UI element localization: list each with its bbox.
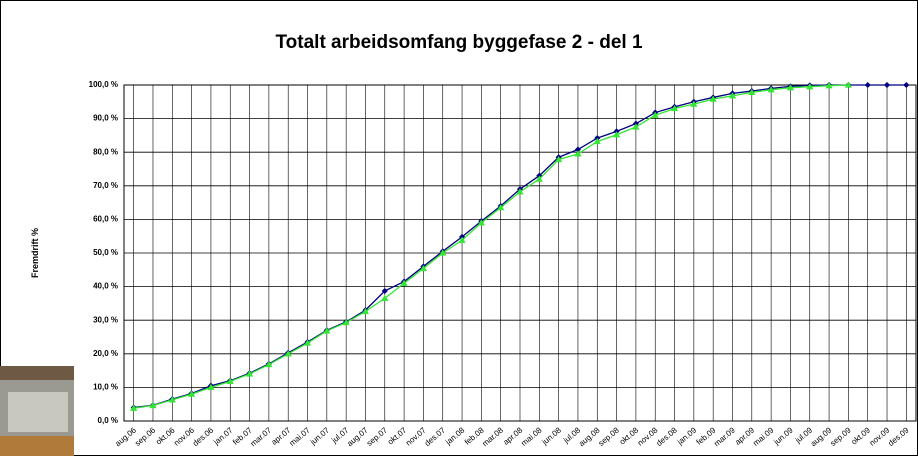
y-tick-label: 100,0 % xyxy=(89,80,118,89)
y-tick-label: 10,0 % xyxy=(93,383,118,392)
y-tick-label: 80,0 % xyxy=(93,147,118,156)
y-tick-label: 90,0 % xyxy=(93,114,118,123)
y-tick-label: 60,0 % xyxy=(93,215,118,224)
y-tick-label: 50,0 % xyxy=(93,248,118,257)
chart-title: Totalt arbeidsomfang byggefase 2 - del 1 xyxy=(275,32,642,53)
y-axis-label: Fremdrift % xyxy=(30,228,40,278)
y-tick-label: 20,0 % xyxy=(93,349,118,358)
y-tick-label: 30,0 % xyxy=(93,315,118,324)
y-tick-label: 0,0 % xyxy=(98,416,118,425)
y-tick-label: 70,0 % xyxy=(93,181,118,190)
photo-fragment xyxy=(0,366,74,456)
chart: Totalt arbeidsomfang byggefase 2 - del 1… xyxy=(0,0,918,456)
y-tick-label: 40,0 % xyxy=(93,282,118,291)
